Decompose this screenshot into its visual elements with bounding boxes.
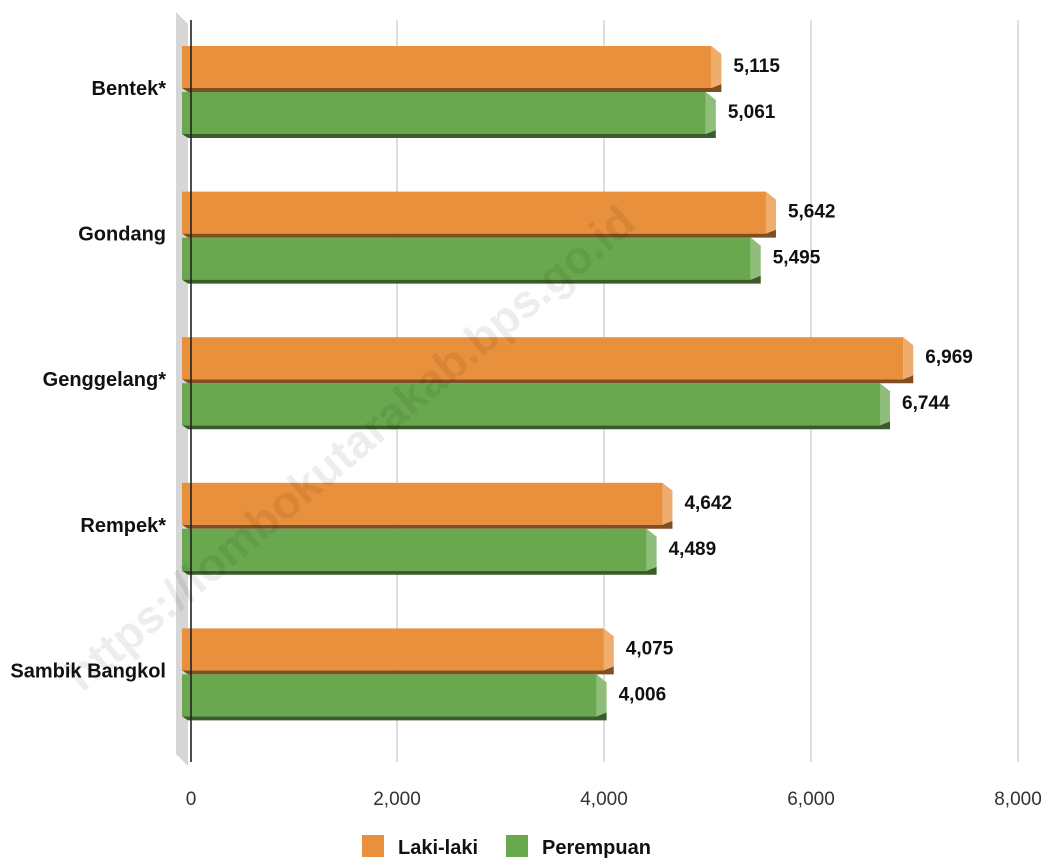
bar-laki-laki: [182, 337, 914, 384]
category-label: Sambik Bangkol: [10, 660, 166, 682]
value-label: 5,495: [773, 248, 821, 269]
bar-perempuan: [182, 237, 761, 284]
legend-label: Perempuan: [542, 837, 651, 859]
x-tick-labels: 0 2,000 4,000 6,000 8,000: [186, 789, 1042, 810]
bar-perempuan: [182, 92, 716, 138]
value-label: 5,061: [728, 102, 776, 123]
x-tick-label: 6,000: [787, 789, 835, 810]
bar-laki-laki: [182, 628, 614, 675]
value-label: 5,115: [733, 56, 780, 77]
category-label: Genggelang*: [43, 369, 167, 391]
bar-laki-laki: [182, 482, 673, 529]
category-label: Gondang: [78, 224, 166, 246]
value-label: 4,006: [619, 684, 667, 705]
bar-perempuan: [182, 674, 607, 721]
bar-laki-laki: [182, 46, 722, 92]
legend-label: Laki-laki: [398, 837, 478, 859]
category-labels: Bentek* Gondang Genggelang* Rempek* Sambik B…: [10, 78, 166, 682]
value-label: 6,969: [925, 347, 973, 368]
value-label: 6,744: [902, 393, 950, 414]
bar-perempuan: [182, 528, 657, 575]
bar-laki-laki: [182, 191, 776, 238]
legend-swatch: [506, 835, 528, 857]
value-label: 4,489: [669, 539, 717, 560]
value-labels: 5,115 5,061 5,642 5,495 6,969 6,744 4,642 4,489…: [619, 56, 973, 705]
value-label: 4,642: [684, 493, 732, 514]
x-tick-label: 0: [186, 789, 197, 810]
category-label: Rempek*: [80, 515, 166, 537]
legend: Laki-laki Perempuan: [362, 835, 651, 859]
x-tick-label: 8,000: [994, 789, 1042, 810]
category-label: Bentek*: [92, 78, 167, 100]
x-tick-label: 4,000: [580, 789, 628, 810]
legend-swatch: [362, 835, 384, 857]
value-label: 4,075: [626, 638, 674, 659]
bars: [182, 46, 914, 721]
x-tick-label: 2,000: [373, 789, 421, 810]
bar-perempuan: [182, 383, 891, 430]
value-label: 5,642: [788, 202, 836, 223]
